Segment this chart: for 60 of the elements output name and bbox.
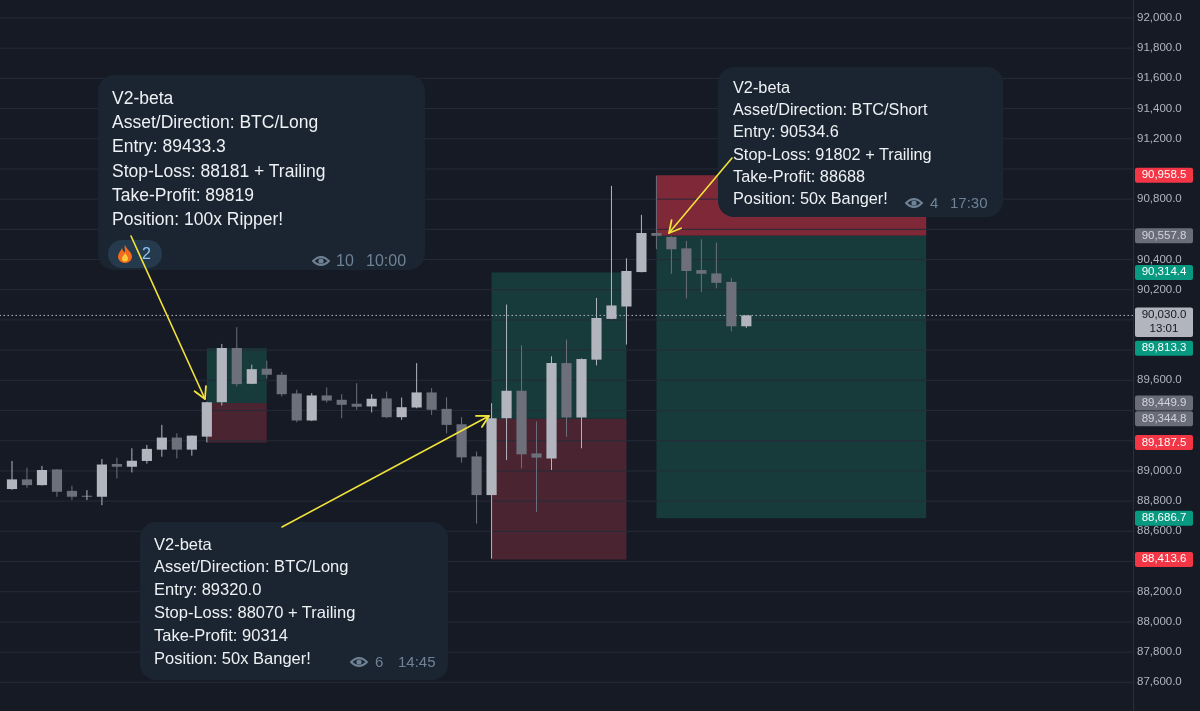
candlestick	[111, 457, 122, 479]
annotation: 6	[375, 653, 384, 671]
y-tick-label: 91,400.0	[1137, 101, 1182, 114]
candlestick	[411, 362, 422, 409]
candlestick	[141, 444, 152, 465]
text: 88,686.7	[1141, 511, 1187, 524]
annotation: V2-beta Asset/Direction: BTC/Long Entry: 89320.0 Stop-Loss: 88070 + Trailing Take-Profit: 90314 Position: 50x Banger!	[154, 533, 356, 669]
y-tick-label: 87,600.0	[1137, 675, 1182, 688]
candlestick	[51, 468, 63, 498]
text: 90,958.5	[1141, 168, 1187, 181]
y-tick-label: 91,800.0	[1137, 41, 1182, 54]
y-tick-label: 88,600.0	[1137, 524, 1182, 537]
candlestick	[276, 371, 287, 397]
y-tick-label: 87,800.0	[1137, 645, 1182, 658]
candlestick	[21, 467, 33, 489]
y-tick-label: 91,600.0	[1137, 71, 1182, 84]
y-tick-label: 88,200.0	[1137, 584, 1182, 597]
candlestick	[156, 424, 167, 458]
annotation: 4	[930, 194, 939, 212]
text: 89,449.9	[1141, 396, 1187, 408]
candlestick	[651, 175, 662, 250]
y-tick-label: 90,800.0	[1137, 192, 1182, 205]
candlestick	[366, 393, 377, 413]
candlestick	[381, 391, 392, 419]
text: 90,314.4	[1141, 265, 1187, 278]
annotation: 10	[336, 251, 354, 271]
y-tick-label: 91,200.0	[1137, 131, 1182, 144]
candlestick	[711, 242, 722, 289]
annotation: 14:45	[398, 653, 436, 671]
text: 89,813.3	[1141, 341, 1187, 354]
y-tick-label: 89,000.0	[1137, 463, 1182, 476]
y-tick-label: 90,400.0	[1137, 252, 1182, 265]
candlestick	[36, 465, 48, 487]
candlestick	[696, 238, 707, 293]
candlestick	[681, 240, 692, 299]
candlestick	[171, 432, 182, 459]
candlestick	[126, 447, 137, 473]
candlestick	[666, 235, 677, 275]
y-tick-label: 90,200.0	[1137, 282, 1182, 295]
text: 89,344.8	[1141, 411, 1187, 424]
annotation: 2	[142, 244, 151, 264]
candlestick	[6, 460, 18, 491]
candlestick	[531, 421, 542, 513]
annotation: 10:00	[366, 251, 407, 271]
candlestick	[396, 397, 407, 421]
candlestick	[426, 387, 437, 416]
candlestick	[66, 485, 78, 501]
text: 88,413.6	[1141, 552, 1187, 565]
ref-line-label: 90,030.0 13:01	[1141, 307, 1187, 334]
candlestick	[441, 396, 452, 434]
annotation: V2-beta Asset/Direction: BTC/Long Entry: 89433.3 Stop-Loss: 88181 + Trailing Take-Profit: 89819 Position: 100x Ripper!	[112, 86, 326, 231]
y-tick-label: 92,000.0	[1137, 10, 1182, 23]
annotation: 17:30	[950, 194, 988, 212]
candlestick	[351, 382, 362, 411]
y-tick-label: 88,800.0	[1137, 494, 1182, 507]
y-tick-label: 88,000.0	[1137, 614, 1182, 627]
y-tick-label: 89,600.0	[1137, 373, 1182, 386]
text: 90,557.8	[1141, 228, 1187, 241]
candlestick	[336, 393, 347, 419]
text: 89,187.5	[1141, 435, 1187, 448]
